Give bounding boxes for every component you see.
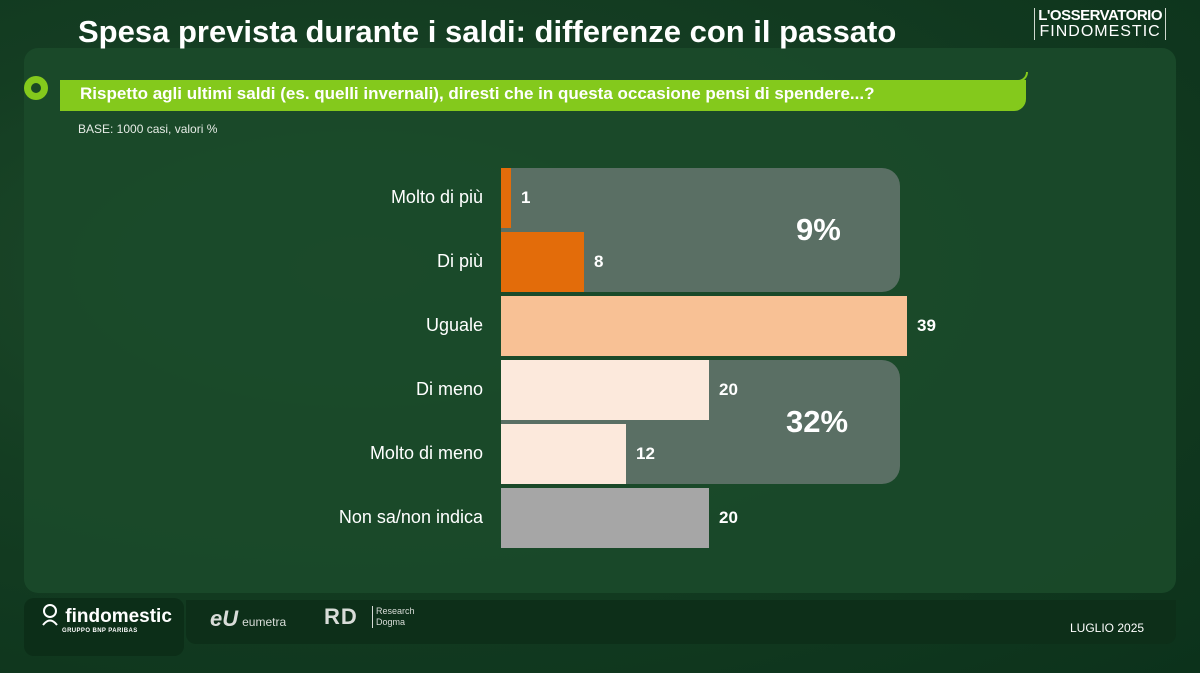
category-label: Molto di più: [390, 187, 483, 207]
findomestic-logo: findomestic GRUPPO BNP PARIBAS: [40, 604, 172, 634]
value-label: 12: [636, 444, 655, 463]
bar: [501, 488, 709, 548]
research-dogma-logo: RD Research Dogma: [324, 604, 415, 630]
eumetra-mark: eU: [210, 606, 239, 631]
eumetra-logo: eU eumetra: [210, 606, 286, 632]
value-label: 39: [917, 316, 936, 335]
value-label: 20: [719, 380, 738, 399]
findomestic-mascot-icon: [42, 604, 58, 626]
rd-mark: RD: [324, 604, 358, 629]
bar: [501, 232, 584, 292]
category-label: Uguale: [425, 315, 483, 335]
category-label: Molto di meno: [369, 443, 483, 463]
page-title: Spesa prevista durante i saldi: differen…: [78, 14, 897, 49]
findomestic-subtitle: GRUPPO BNP PARIBAS: [62, 628, 138, 634]
findomestic-wordmark: findomestic: [65, 606, 172, 627]
category-label: Di più: [436, 251, 483, 271]
report-date: LUGLIO 2025: [1070, 621, 1145, 635]
eumetra-wordmark: eumetra: [242, 615, 287, 629]
bar: [501, 360, 709, 420]
bar: [501, 168, 511, 228]
brand-line1: L'OSSERVATORIO: [1038, 7, 1162, 24]
rd-line2: Dogma: [376, 617, 406, 627]
category-label: Non sa/non indica: [338, 507, 483, 527]
base-note: BASE: 1000 casi, valori %: [78, 122, 218, 136]
value-label: 1: [521, 188, 531, 207]
osservatorio-logo: L'OSSERVATORIO FINDOMESTIC: [1034, 8, 1166, 40]
findomestic-logo-box: [24, 598, 184, 656]
brand-line2: FINDOMESTIC: [1039, 23, 1161, 40]
bar: [501, 296, 907, 356]
rd-text: Research Dogma: [372, 606, 415, 628]
eye-icon: [24, 76, 48, 100]
question-banner: [60, 72, 1028, 111]
rd-line1: Research: [376, 606, 415, 616]
category-label: Di meno: [415, 379, 483, 399]
footer-band: [186, 600, 1176, 644]
bar: [501, 424, 626, 484]
value-label: 8: [594, 252, 604, 271]
question-text: Rispetto agli ultimi saldi (es. quelli i…: [80, 84, 875, 103]
group-percent-label: 9%: [796, 212, 841, 247]
value-label: 20: [719, 508, 738, 527]
group-percent-label: 32%: [786, 404, 849, 439]
